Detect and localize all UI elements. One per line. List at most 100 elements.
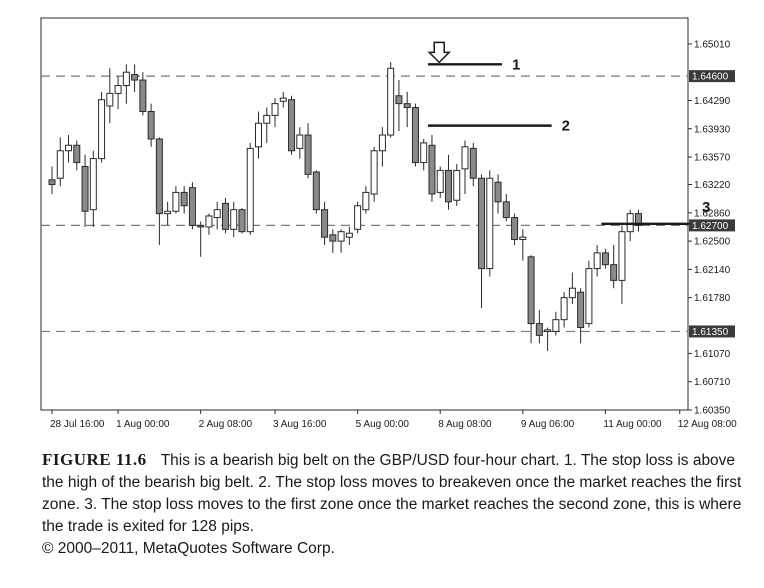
x-tick-label: 3 Aug 16:00	[273, 419, 327, 430]
bearish-candle-body	[329, 234, 337, 242]
candle	[469, 142, 477, 187]
candle	[585, 260, 593, 328]
bearish-candle-body	[469, 147, 477, 179]
candle	[387, 61, 395, 138]
bearish-candle-body	[321, 209, 329, 238]
candle	[238, 208, 246, 234]
x-tick-label: 1 Aug 00:00	[116, 419, 170, 430]
bullish-candle-body	[568, 287, 576, 299]
bearish-candle-body	[48, 179, 56, 186]
candle	[221, 197, 229, 234]
candle	[246, 142, 254, 235]
bullish-candle-body	[106, 92, 114, 107]
bearish-candle-body	[304, 134, 312, 175]
candle	[411, 103, 419, 167]
bearish-candle-body	[403, 103, 411, 109]
bearish-candle-body	[155, 138, 163, 215]
bullish-candle-body	[89, 158, 97, 211]
bearish-candle-body	[221, 202, 229, 230]
bearish-candle-body	[395, 95, 403, 105]
bullish-candle-body	[205, 215, 213, 228]
candle	[288, 95, 296, 155]
bullish-candle-body	[593, 252, 601, 270]
candle	[345, 226, 353, 246]
bearish-candle-body	[188, 187, 196, 226]
bullish-candle-body	[65, 144, 73, 152]
candle	[610, 245, 618, 289]
bearish-candle-body	[511, 217, 519, 241]
bearish-candle-body	[428, 144, 436, 195]
bearish-candle-body	[312, 171, 320, 211]
candle	[444, 154, 452, 210]
candle	[593, 245, 601, 277]
candle	[147, 103, 155, 147]
candle	[634, 209, 642, 232]
bearish-candle-body	[577, 291, 585, 329]
candle	[263, 107, 271, 143]
candle	[304, 123, 312, 179]
x-axis: 28 Jul 16:00 1 Aug 00:00 2 Aug 08:00 3 Aug …	[50, 410, 737, 430]
y-tick-label: 1.63570	[694, 153, 731, 164]
candle	[271, 98, 279, 128]
candle	[420, 138, 428, 171]
bearish-candle-body	[131, 74, 139, 81]
bearish-candle-body	[601, 252, 609, 266]
candle	[378, 127, 386, 167]
candle	[213, 201, 221, 230]
price-tag-label: 1.61350	[692, 327, 729, 338]
candle	[81, 154, 89, 227]
price-tag-label: 1.64600	[692, 72, 729, 83]
bullish-candle-body	[56, 150, 64, 179]
price-tag-label: 1.62700	[692, 221, 729, 232]
candle	[461, 140, 469, 194]
bullish-candle-body	[263, 114, 271, 124]
y-tick-label: 1.62860	[694, 208, 731, 219]
bullish-candle-body	[387, 67, 395, 136]
candle	[552, 311, 560, 336]
candle	[527, 255, 535, 344]
bullish-candle-body	[296, 134, 304, 149]
candle	[502, 193, 510, 222]
candle	[56, 137, 64, 187]
bullish-candle-body	[354, 205, 362, 230]
candle	[230, 201, 238, 238]
y-axis: 1.65010 1.64290 1.63930 1.63570 1.63220 1.628…	[688, 39, 735, 417]
bullish-candle-body	[560, 297, 568, 321]
candle	[519, 229, 527, 261]
x-tick-label: 28 Jul 16:00	[50, 419, 105, 430]
stop-loss-marker-1: 1	[512, 56, 520, 73]
candle	[139, 72, 147, 116]
bullish-candle-body	[378, 134, 386, 152]
y-tick-label: 1.62500	[694, 237, 731, 248]
candle	[362, 186, 370, 214]
candle	[172, 186, 180, 214]
candle	[395, 80, 403, 132]
candle	[428, 135, 436, 202]
bearish-candle-body	[527, 256, 535, 325]
y-tick-label: 1.60710	[694, 377, 731, 388]
candle	[370, 146, 378, 202]
candle	[106, 68, 114, 124]
candle	[279, 91, 287, 108]
candle	[65, 135, 73, 163]
bullish-candle-body	[279, 97, 287, 102]
candle	[155, 137, 163, 246]
candle	[560, 292, 568, 328]
x-tick-label: 9 Aug 06:00	[521, 419, 575, 430]
candle	[98, 91, 106, 163]
x-tick-label: 5 Aug 00:00	[356, 419, 410, 430]
bullish-candle-body	[114, 85, 122, 94]
x-tick-label: 12 Aug 08:00	[678, 419, 737, 430]
x-tick-label: 8 Aug 08:00	[438, 419, 492, 430]
y-tick-label: 1.63220	[694, 180, 731, 191]
figure-label: FIGURE 11.6	[42, 450, 147, 469]
price-chart: 123 1.650101.642901.639301.635701.632201…	[40, 17, 737, 430]
bearish-candle-body	[478, 177, 486, 270]
bullish-candle-body	[486, 177, 494, 270]
bullish-candle-body	[122, 71, 130, 87]
bullish-candle-body	[345, 232, 353, 238]
bullish-candle-body	[172, 191, 180, 212]
bearish-candle-body	[288, 99, 296, 152]
bearish-candle-body	[73, 144, 81, 164]
bearish-candle-body	[535, 323, 543, 336]
